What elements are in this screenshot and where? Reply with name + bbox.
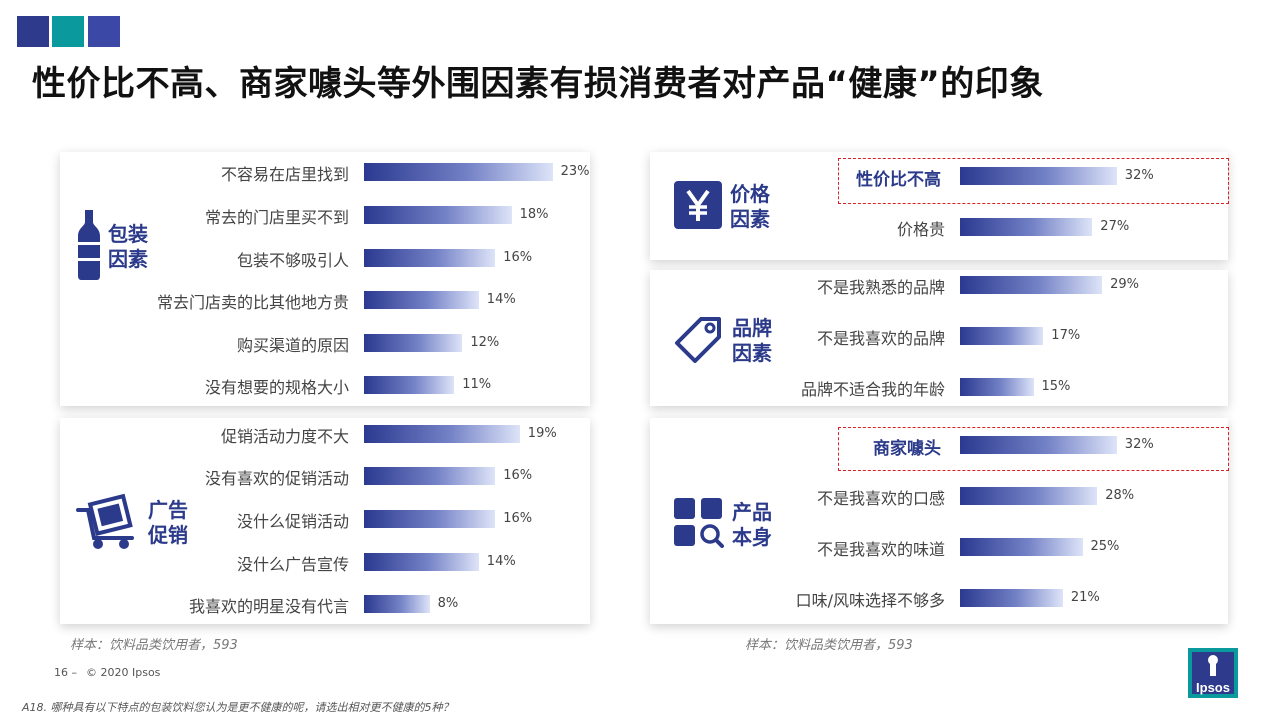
bar-label: 价格贵 [896,220,945,239]
category-label: 包装 因素 [108,222,148,271]
bar-value-label: 32% [1124,168,1154,183]
bar-label: 没什么促销活动 [236,512,349,531]
price-tag-icon [674,314,724,368]
category-product: 产品 本身 [674,498,772,552]
ipsos-logo: Ipsos [1188,648,1238,698]
bar [364,163,553,181]
category-label: 产品 本身 [732,500,772,549]
header-square-2 [52,16,84,47]
bar-label: 品牌不适合我的年龄 [800,380,945,399]
bar [960,327,1044,345]
bar-label: 常去门店卖的比其他地方贵 [156,293,349,312]
bar-label: 购买渠道的原因 [236,336,349,355]
bar [364,510,496,528]
grid-search-icon [674,498,724,552]
bar-value-label: 8% [437,596,459,611]
bar [960,538,1083,556]
yen-icon [674,181,722,233]
page-title: 性价比不高、商家噱头等外围因素有损消费者对产品“健康”的印象 [32,64,1044,104]
bar [960,589,1063,607]
bar-value-label: 11% [462,377,492,392]
bar-label: 没有想要的规格大小 [204,378,349,397]
bar-value-label: 14% [486,292,516,307]
header-square-1 [17,16,49,47]
category-packaging: 包装 因素 [78,210,148,284]
bar-value-label: 25% [1090,539,1120,554]
bar [364,249,496,267]
bar-value-label: 14% [486,554,516,569]
bar-value-label: 27% [1100,219,1130,234]
header-square-3 [88,16,120,47]
bar-label: 没有喜欢的促销活动 [204,469,349,488]
sample-note-right: 样本：饮料品类饮用者，593 [745,638,913,653]
category-label: 品牌 因素 [732,316,772,365]
panel-promotion [60,418,590,624]
bar-value-label: 18% [519,207,549,222]
bar-label: 商家噱头 [873,439,941,459]
panel-brand [650,270,1228,406]
highlight-box-value [838,158,1229,204]
bar [960,276,1103,294]
bar-value-label: 16% [503,250,533,265]
category-label: 价格 因素 [730,182,770,231]
bar [960,167,1117,185]
bar-value-label: 23% [560,164,590,179]
panel-packaging [60,152,590,406]
category-promotion: 广告 促销 [76,492,188,554]
bar [364,291,479,309]
bar-value-label: 19% [527,426,557,441]
bar [364,425,520,443]
bar [960,378,1034,396]
bar-value-label: 16% [503,468,533,483]
bar [960,218,1093,236]
bar-value-label: 32% [1124,437,1154,452]
page-number: 16 – [54,666,77,679]
bar [960,487,1098,505]
bar-value-label: 12% [470,335,500,350]
bar-label: 不是我熟悉的品牌 [816,278,945,297]
bar [364,467,496,485]
bottle-icon [78,210,100,284]
bar-label: 不是我喜欢的品牌 [816,329,945,348]
category-brand: 品牌 因素 [674,314,772,368]
bar [364,376,455,394]
bar-label: 不容易在店里找到 [220,165,349,184]
bar [364,553,479,571]
bar-value-label: 28% [1105,488,1135,503]
panel-price [650,152,1228,260]
bar-label: 我喜欢的明星没有代言 [188,597,349,616]
bar-value-label: 16% [503,511,533,526]
highlight-box-gimmick [838,427,1229,471]
category-label: 广告 促销 [148,498,188,547]
bar-label: 性价比不高 [856,170,941,190]
bar-value-label: 21% [1070,590,1100,605]
bar-value-label: 29% [1110,277,1139,292]
copyright: © 2020 Ipsos [86,666,161,679]
bar [364,334,463,352]
bar [960,436,1117,454]
category-price: 价格 因素 [674,181,770,233]
bar-label: 促销活动力度不大 [220,427,349,446]
bar-value-label: 15% [1041,379,1071,394]
panel-product [650,418,1228,624]
bar-label: 不是我喜欢的味道 [816,540,945,559]
bar-label: 常去的门店里买不到 [204,208,349,227]
bar-label: 不是我喜欢的口感 [816,489,945,508]
shopping-cart-icon [76,492,140,554]
bar-label: 没什么广告宣传 [236,555,349,574]
bar [364,206,512,224]
sample-note-left: 样本：饮料品类饮用者，593 [70,638,238,653]
bar-value-label: 17% [1051,328,1081,343]
bar-label: 包装不够吸引人 [236,251,349,270]
bar-label: 口味/风味选择不够多 [795,591,945,610]
bar [364,595,430,613]
survey-question: A18. 哪种具有以下特点的包装饮料您认为是更不健康的呢，请选出相对更不健康的5… [22,701,454,714]
